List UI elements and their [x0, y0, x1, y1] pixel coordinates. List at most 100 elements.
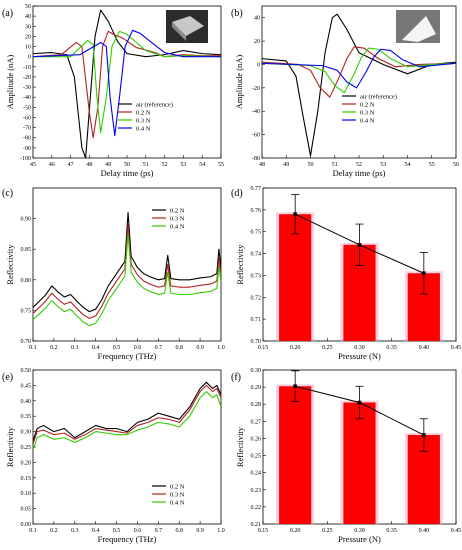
series-line	[33, 384, 221, 445]
y-tick-label: 0.45	[21, 383, 32, 389]
y-tick-label: -60	[252, 133, 260, 139]
x-tick-label: 0.7	[155, 345, 163, 351]
panel-label: (d)	[231, 188, 243, 199]
x-tick-label: 47	[68, 162, 74, 168]
y-tick-label: -90	[23, 146, 31, 152]
y-tick-label: 0.76	[251, 208, 262, 214]
x-tick-label: 0.2	[50, 345, 58, 351]
y-tick-label: 0.75	[21, 308, 32, 314]
x-tick-label: 50	[308, 162, 314, 168]
x-tick-label: 0.15	[258, 345, 269, 351]
y-tick-label: 0.15	[21, 476, 32, 482]
y-tick-label: 0.40	[21, 399, 32, 405]
y-tick-label: -80	[23, 136, 31, 142]
legend-label: 0.4 N	[360, 117, 375, 124]
trend-marker	[293, 384, 297, 389]
panel-f: 0.15 0.20 0.25 0.30 0.35 0.40 0.45 0.21 0.22 0.23…	[231, 368, 461, 544]
y-axis-label: Reflectivity	[235, 426, 245, 467]
x-tick-label: 1.0	[217, 528, 225, 534]
inset-sample	[172, 16, 204, 36]
plot-area	[33, 211, 221, 327]
y-tick-label: 10	[25, 45, 31, 51]
x-axis-label: Delay time (ps)	[101, 168, 154, 178]
plot-area	[276, 370, 443, 524]
series-line	[262, 46, 456, 98]
x-axis-label: Pressure (N)	[338, 534, 381, 544]
x-tick-label: 45	[30, 162, 36, 168]
y-tick-label: 0.23	[251, 488, 262, 494]
x-tick-label: 0.8	[175, 528, 183, 534]
y-tick-label: 0.74	[251, 252, 262, 258]
y-tick-label: 0.25	[21, 445, 32, 451]
y-axis-label: Reflectivity	[5, 426, 15, 467]
x-tick-label: 52	[162, 162, 168, 168]
y-tick-label: 0.85	[21, 247, 32, 253]
y-tick-label: 0.73	[251, 273, 262, 279]
x-tick-label: 52	[356, 162, 362, 168]
series-line	[262, 47, 456, 94]
legend-label: 0.3 N	[170, 215, 185, 222]
legend-label: air (reference)	[136, 101, 173, 108]
x-tick-label: 54	[405, 162, 411, 168]
y-tick-label: 0.77	[251, 186, 262, 192]
x-tick-label: 0.20	[290, 345, 301, 351]
x-tick-label: 0.5	[113, 528, 121, 534]
plot-frame	[32, 369, 222, 525]
x-tick-label: 48	[259, 162, 265, 168]
series-line	[33, 381, 221, 442]
y-tick-label: 30	[25, 24, 31, 30]
plot-area	[33, 9, 221, 158]
y-tick-label: 0.10	[21, 491, 32, 497]
x-tick-label: 0.30	[354, 345, 365, 351]
y-tick-label: 0.50	[21, 368, 32, 374]
x-tick-label: 0.30	[354, 528, 365, 534]
x-axis-label: Frequency (THz)	[98, 534, 157, 544]
series-line	[33, 30, 221, 139]
y-tick-label: 40	[254, 16, 260, 22]
legend-label: 0.4 N	[136, 125, 151, 132]
x-tick-label: 51	[143, 162, 149, 168]
y-axis-label: Amplitude (nA)	[5, 55, 15, 110]
x-tick-label: 0.25	[322, 345, 333, 351]
x-tick-label: 0.40	[419, 528, 430, 534]
panel-label: (a)	[2, 8, 13, 19]
y-tick-label: -30	[23, 85, 31, 91]
legend-label: air (reference)	[360, 93, 397, 100]
series-line	[262, 48, 456, 89]
y-axis-label: Reflectivity	[5, 244, 15, 285]
y-tick-label: 40	[25, 14, 31, 20]
y-tick-label: -50	[23, 105, 31, 111]
panel-label: (c)	[2, 188, 13, 199]
x-tick-label: 55	[429, 162, 435, 168]
y-tick-label: 20	[254, 39, 260, 45]
x-tick-label: 0.6	[134, 345, 142, 351]
legend-label: 0.4 N	[170, 499, 185, 506]
series-line	[33, 391, 221, 451]
y-tick-label: 0.70	[251, 339, 262, 345]
plot-area	[33, 381, 221, 451]
y-tick-label: -20	[252, 86, 260, 92]
y-tick-label: 0.28	[251, 402, 262, 408]
y-tick-label: 0.75	[251, 230, 262, 236]
series-line	[33, 233, 221, 327]
y-tick-label: -100	[20, 156, 31, 162]
x-tick-label: 0.9	[196, 528, 204, 534]
x-tick-label: 0.5	[113, 345, 121, 351]
y-tick-label: 0.30	[251, 368, 262, 374]
panel-label: (b)	[231, 8, 243, 19]
x-tick-label: 48	[86, 162, 92, 168]
y-tick-label: 0.21	[251, 522, 262, 528]
y-tick-label: 0.35	[21, 414, 32, 420]
panel-b: 48 49 50 51 52 53 54 55 56 -80 -60 -40 -20 0 20 40 Delay…	[231, 5, 459, 178]
plot-frame	[32, 187, 222, 342]
y-tick-label: 0	[28, 55, 31, 61]
series-line	[33, 211, 221, 313]
x-tick-label: 49	[283, 162, 289, 168]
legend-label: 0.2 N	[136, 109, 151, 116]
x-tick-label: 0.45	[451, 528, 462, 534]
x-axis-label: Delay time (ps)	[333, 168, 386, 178]
y-tick-label: 0.05	[21, 507, 32, 513]
series-line	[262, 13, 456, 157]
x-tick-label: 0.40	[419, 345, 430, 351]
